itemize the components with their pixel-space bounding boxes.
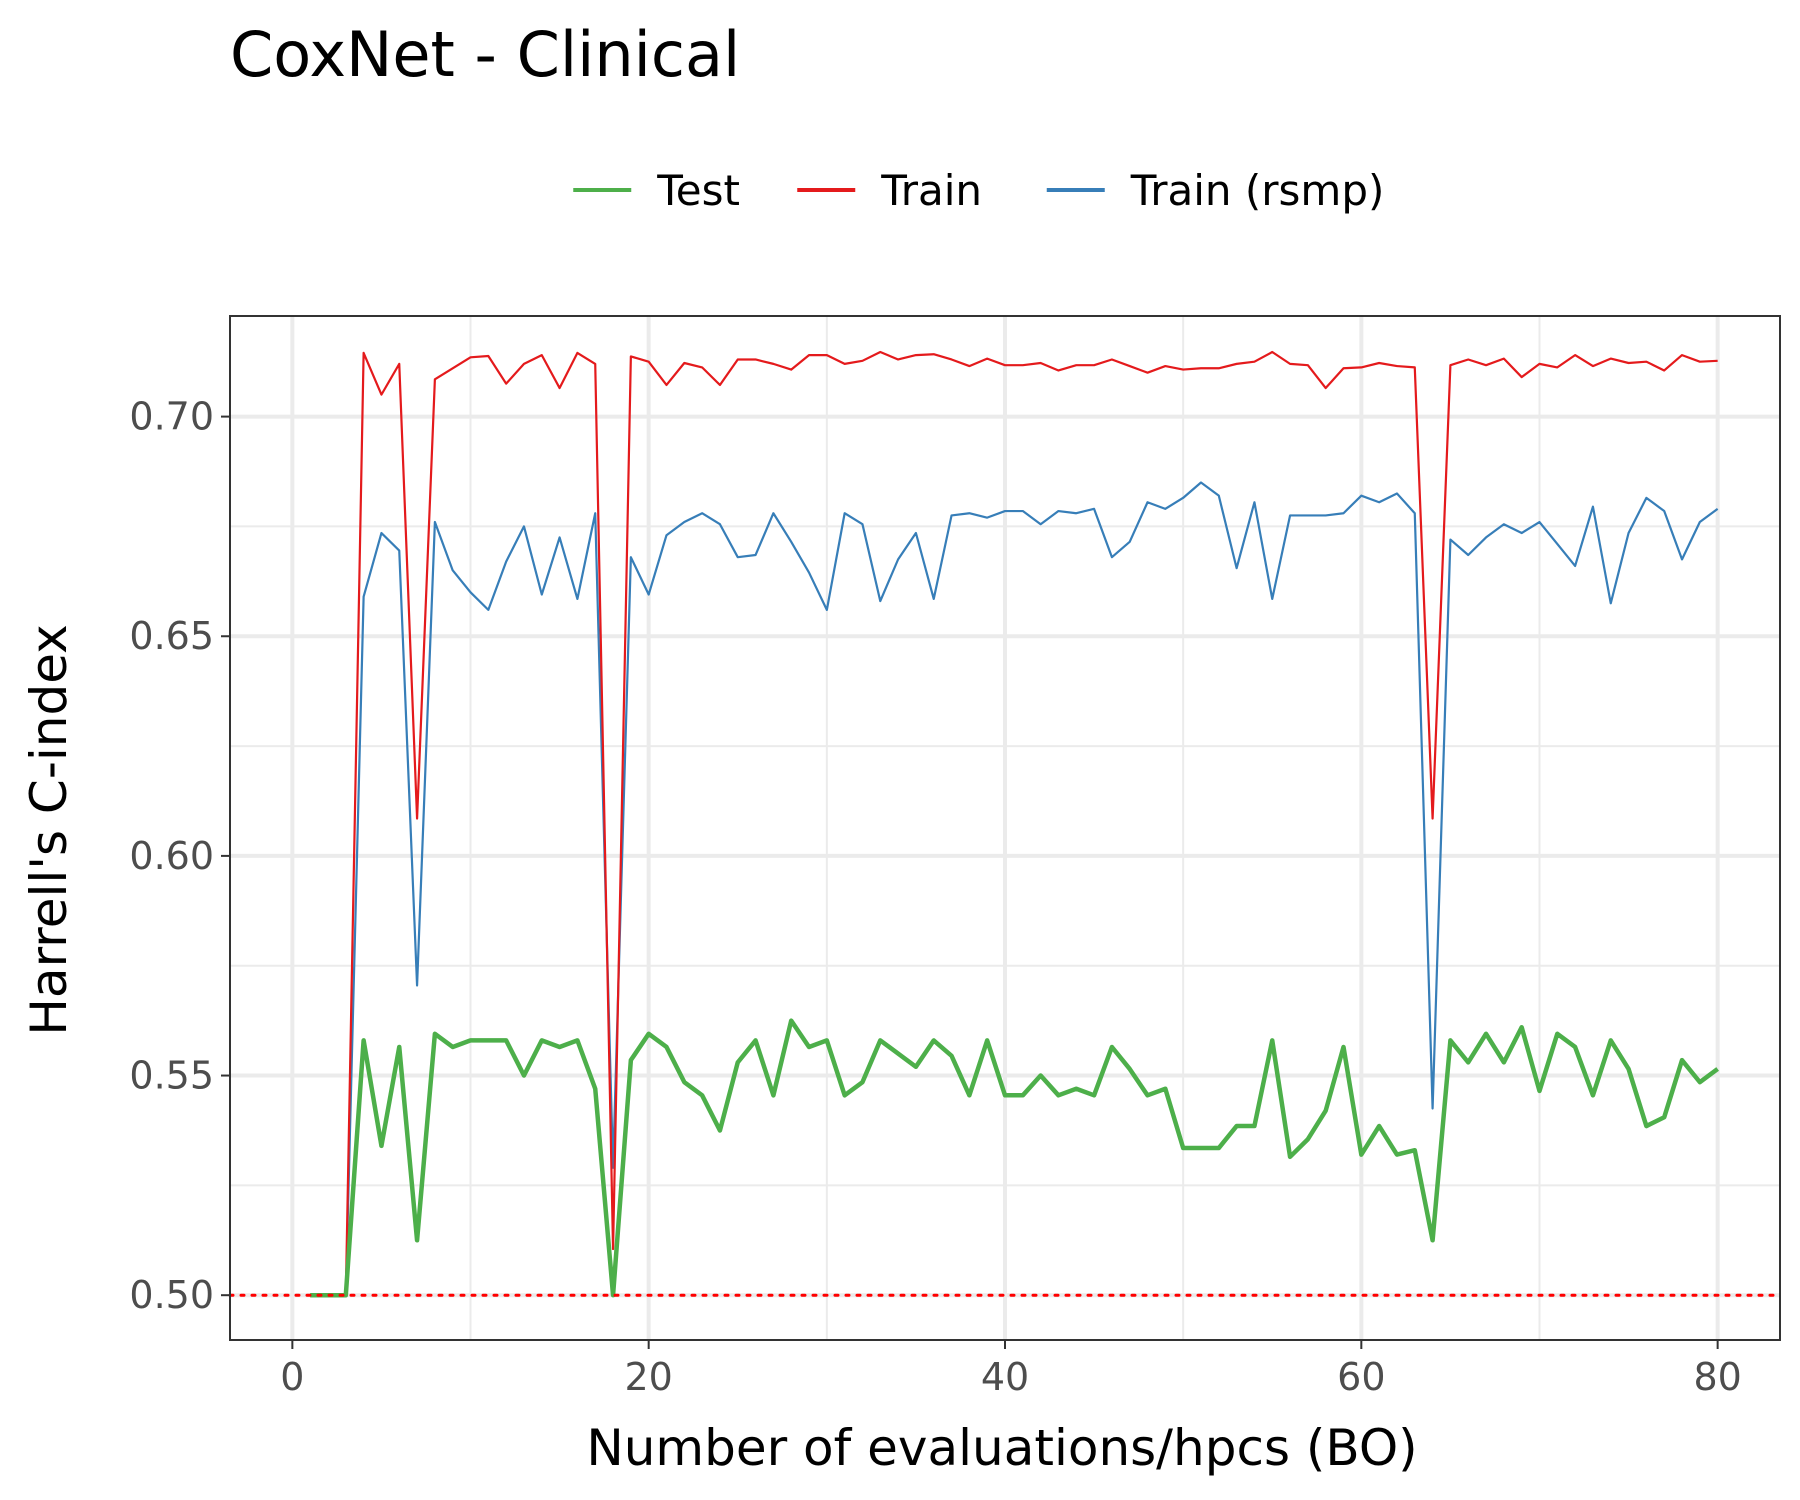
x-axis-title: Number of evaluations/hpcs (BO)	[586, 1419, 1417, 1477]
legend-label-test: Test	[656, 166, 740, 215]
series-group	[310, 350, 1719, 1298]
series-line-test	[310, 1018, 1719, 1298]
y-tick-label: 0.65	[129, 614, 214, 658]
plot-area	[228, 315, 1782, 1341]
x-tick-label: 80	[1693, 1355, 1741, 1399]
y-tick-label: 0.50	[129, 1273, 214, 1317]
legend-label-train: Train	[880, 166, 982, 215]
y-tick-label: 0.70	[129, 395, 214, 439]
x-axis: 0 20 40 60 80	[280, 1340, 1742, 1399]
legend-label-train-rsmp: Train (rsmp)	[1130, 166, 1385, 215]
series-line-train	[310, 350, 1718, 1297]
y-tick-label: 0.60	[129, 834, 214, 878]
chart-title: CoxNet - Clinical	[230, 18, 740, 91]
series-line-train-rsmp	[310, 481, 1719, 1297]
y-tick-label: 0.55	[129, 1054, 214, 1098]
x-tick-label: 60	[1337, 1355, 1385, 1399]
x-tick-label: 20	[624, 1355, 672, 1399]
grid-major	[230, 316, 1780, 1340]
x-tick-label: 40	[981, 1355, 1029, 1399]
x-tick-label: 0	[280, 1355, 304, 1399]
y-axis: 0.50 0.55 0.60 0.65 0.70	[129, 395, 230, 1317]
legend: Test Train Train (rsmp)	[573, 166, 1384, 215]
y-axis-title: Harrell's C-index	[20, 624, 78, 1035]
